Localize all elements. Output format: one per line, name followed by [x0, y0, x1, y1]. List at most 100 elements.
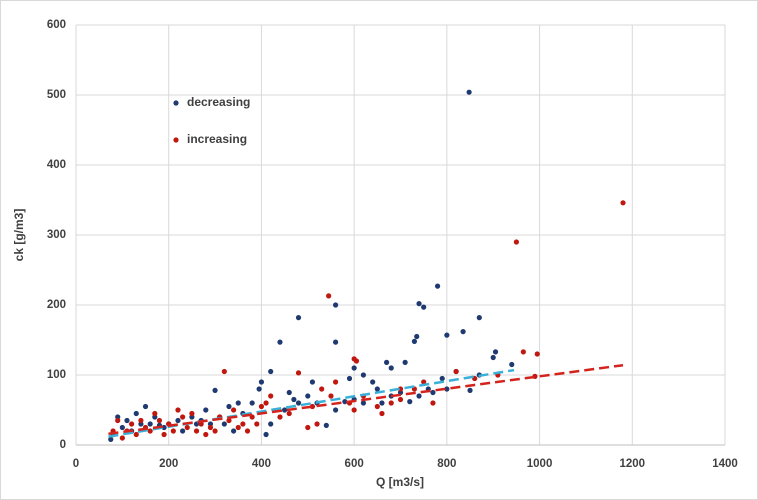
data-point	[231, 407, 237, 413]
data-point	[439, 375, 445, 382]
data-point	[319, 386, 325, 392]
data-point	[430, 389, 436, 396]
data-point	[467, 387, 473, 393]
data-point	[268, 368, 274, 375]
y-tick-label: 600	[47, 19, 66, 31]
y-tick-label: 200	[47, 299, 66, 311]
data-point	[254, 421, 260, 427]
data-point	[226, 417, 232, 424]
data-point	[170, 428, 176, 434]
data-point	[258, 379, 265, 385]
data-point	[203, 431, 209, 438]
data-point	[240, 421, 246, 427]
data-point	[416, 393, 422, 399]
data-point	[326, 293, 332, 299]
data-point	[620, 200, 626, 206]
legend-marker	[173, 100, 179, 106]
data-point	[184, 424, 190, 431]
data-point	[277, 414, 283, 420]
y-tick-label: 0	[60, 439, 66, 451]
data-point	[351, 407, 357, 413]
data-point	[407, 399, 413, 405]
data-point	[147, 428, 153, 434]
data-point	[133, 431, 139, 438]
data-point	[129, 421, 135, 427]
data-point	[534, 351, 540, 357]
data-point	[295, 400, 302, 406]
data-point	[282, 407, 288, 413]
data-point	[249, 400, 255, 406]
data-point	[258, 403, 265, 410]
data-point	[231, 428, 237, 434]
data-point	[444, 386, 450, 392]
data-point	[314, 421, 320, 427]
data-point	[333, 379, 339, 385]
data-point	[212, 428, 218, 434]
data-point	[421, 304, 427, 310]
data-point	[295, 315, 302, 321]
data-point	[402, 359, 408, 365]
data-point	[323, 422, 329, 428]
data-point	[119, 424, 125, 431]
data-point	[351, 365, 357, 371]
data-point	[286, 389, 292, 396]
y-axis-title: ck [g/m3]	[12, 209, 26, 262]
data-point	[180, 428, 186, 434]
data-point	[416, 301, 422, 307]
data-point	[388, 365, 394, 371]
data-point	[268, 421, 274, 427]
legend-label: increasing	[187, 132, 247, 146]
data-point	[370, 379, 376, 385]
data-point	[268, 393, 274, 399]
x-tick-label: 1200	[619, 458, 645, 470]
data-point	[492, 349, 499, 355]
legend-label: decreasing	[187, 95, 250, 109]
data-point	[333, 407, 339, 413]
data-point	[175, 417, 181, 424]
data-point	[360, 400, 367, 406]
data-point	[263, 431, 269, 438]
x-axis-title: Q [m3/s]	[376, 475, 424, 489]
x-tick-label: 600	[345, 458, 364, 470]
data-point	[509, 361, 515, 368]
legend-marker	[173, 137, 179, 143]
data-point	[430, 400, 436, 406]
data-point	[256, 386, 262, 392]
data-point	[453, 368, 459, 375]
data-point	[263, 400, 269, 406]
data-point	[328, 393, 334, 399]
data-point	[397, 396, 404, 403]
data-point	[421, 379, 427, 385]
data-point	[119, 435, 125, 441]
data-point	[513, 239, 519, 245]
data-point	[277, 339, 283, 345]
x-tick-label: 0	[73, 458, 79, 470]
data-point	[161, 431, 167, 438]
data-point	[235, 424, 241, 431]
data-point	[133, 410, 139, 417]
data-point	[147, 421, 153, 427]
data-point	[353, 358, 360, 364]
x-tick-label: 200	[159, 458, 178, 470]
data-point	[152, 410, 158, 417]
data-point	[476, 315, 482, 321]
data-point	[309, 379, 316, 385]
data-point	[333, 339, 339, 345]
data-point	[142, 403, 149, 410]
data-point	[244, 428, 251, 434]
data-point	[520, 349, 526, 355]
data-point	[203, 407, 209, 413]
data-point	[411, 338, 418, 344]
y-tick-label: 100	[47, 369, 66, 381]
x-tick-label: 800	[437, 458, 456, 470]
data-point	[207, 424, 214, 431]
y-tick-label: 300	[47, 229, 66, 241]
trend-line	[108, 363, 624, 436]
data-point	[295, 370, 302, 376]
data-point	[374, 403, 380, 410]
data-point	[115, 417, 121, 424]
data-point	[226, 403, 232, 410]
data-point	[156, 417, 163, 424]
